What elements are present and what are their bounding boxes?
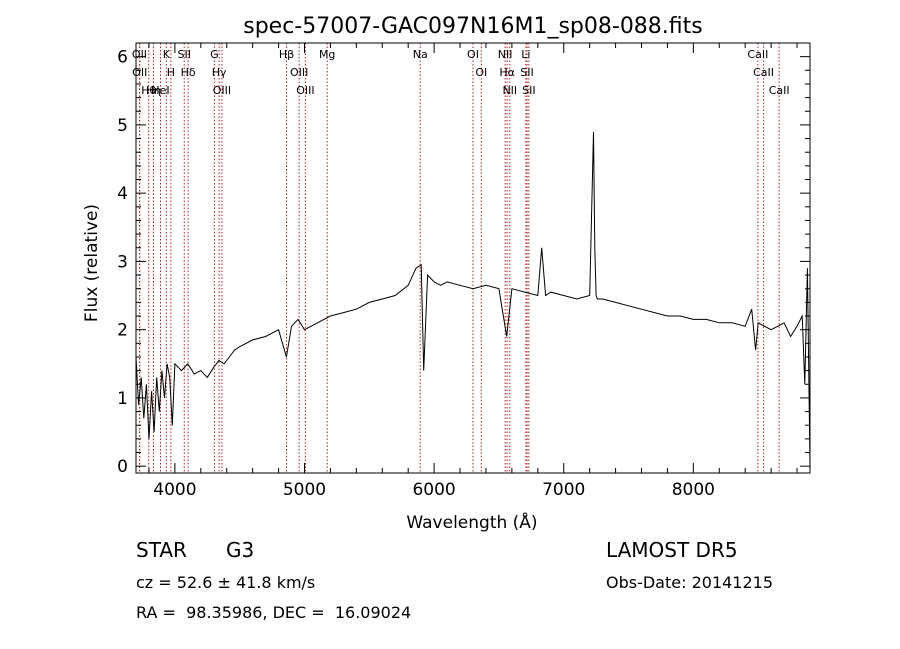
x-axis-ticks: 4000 5000 6000 7000 8000	[148, 43, 798, 500]
x-tick-label-8000: 8000	[672, 480, 715, 500]
coordinates: RA = 98.35986, DEC = 16.09024	[136, 603, 412, 622]
y-tick-label-6: 6	[117, 48, 128, 68]
line-label-6: H	[167, 66, 175, 79]
survey-name: LAMOST DR5	[606, 538, 738, 562]
y-tick-label-4: 4	[117, 184, 128, 204]
line-label-22: SII	[520, 66, 533, 79]
line-label-1: OII	[132, 48, 147, 61]
line-label-13: OIII	[290, 66, 308, 79]
line-label-3: Hη	[146, 84, 161, 97]
line-label-8: SII	[177, 48, 190, 61]
line-label-26: CaII	[753, 66, 774, 79]
x-tick-label-6000: 6000	[412, 480, 455, 500]
line-label-9: OIII	[213, 84, 231, 97]
y-tick-label-0: 0	[117, 457, 128, 477]
y-axis-label: Flux (relative)	[82, 204, 102, 322]
line-label-21: NII	[502, 84, 517, 97]
line-label-5: HeI	[151, 84, 169, 97]
line-label-18: OI	[475, 66, 487, 79]
object-class: STAR	[136, 538, 187, 562]
line-label-27: CaII	[769, 84, 790, 97]
line-label-0: Hθ	[141, 84, 156, 97]
line-label-14: OIII	[296, 84, 314, 97]
plot-frame	[135, 42, 811, 474]
spectral-line-markers	[138, 43, 780, 473]
line-label-16: Na	[413, 48, 428, 61]
line-label-2: OII	[132, 66, 147, 79]
line-label-10: Hγ	[212, 66, 227, 79]
y-tick-label-3: 3	[117, 252, 128, 272]
line-label-12: Hβ	[279, 48, 294, 61]
y-tick-label-1: 1	[117, 389, 128, 409]
redshift-velocity: cz = 52.6 ± 41.8 km/s	[136, 573, 316, 592]
x-tick-label-5000: 5000	[283, 480, 326, 500]
line-label-23: Li	[521, 48, 530, 61]
line-label-19: Hα	[499, 66, 515, 79]
line-label-11: G	[210, 48, 219, 61]
spectrum-line	[135, 131, 811, 467]
line-label-7: Hδ	[181, 66, 196, 79]
line-label-20: NII	[498, 48, 513, 61]
y-tick-label-2: 2	[117, 321, 128, 341]
line-label-4: K	[163, 48, 171, 61]
line-label-24: SII	[522, 84, 535, 97]
y-tick-label-5: 5	[117, 116, 128, 136]
observation-date: Obs-Date: 20141215	[606, 573, 774, 592]
line-label-15: Mg	[319, 48, 335, 61]
object-subclass: G3	[226, 538, 255, 562]
x-tick-label-7000: 7000	[542, 480, 585, 500]
x-tick-label-4000: 4000	[153, 480, 196, 500]
y-axis-ticks: 0 1 2 3 4 5 6	[117, 48, 810, 477]
chart-title: spec-57007-GAC097N16M1_sp08-088.fits	[243, 14, 703, 39]
line-label-17: OI	[467, 48, 479, 61]
line-label-25: CaII	[747, 48, 768, 61]
x-axis-label: Wavelength (Å)	[406, 511, 537, 533]
